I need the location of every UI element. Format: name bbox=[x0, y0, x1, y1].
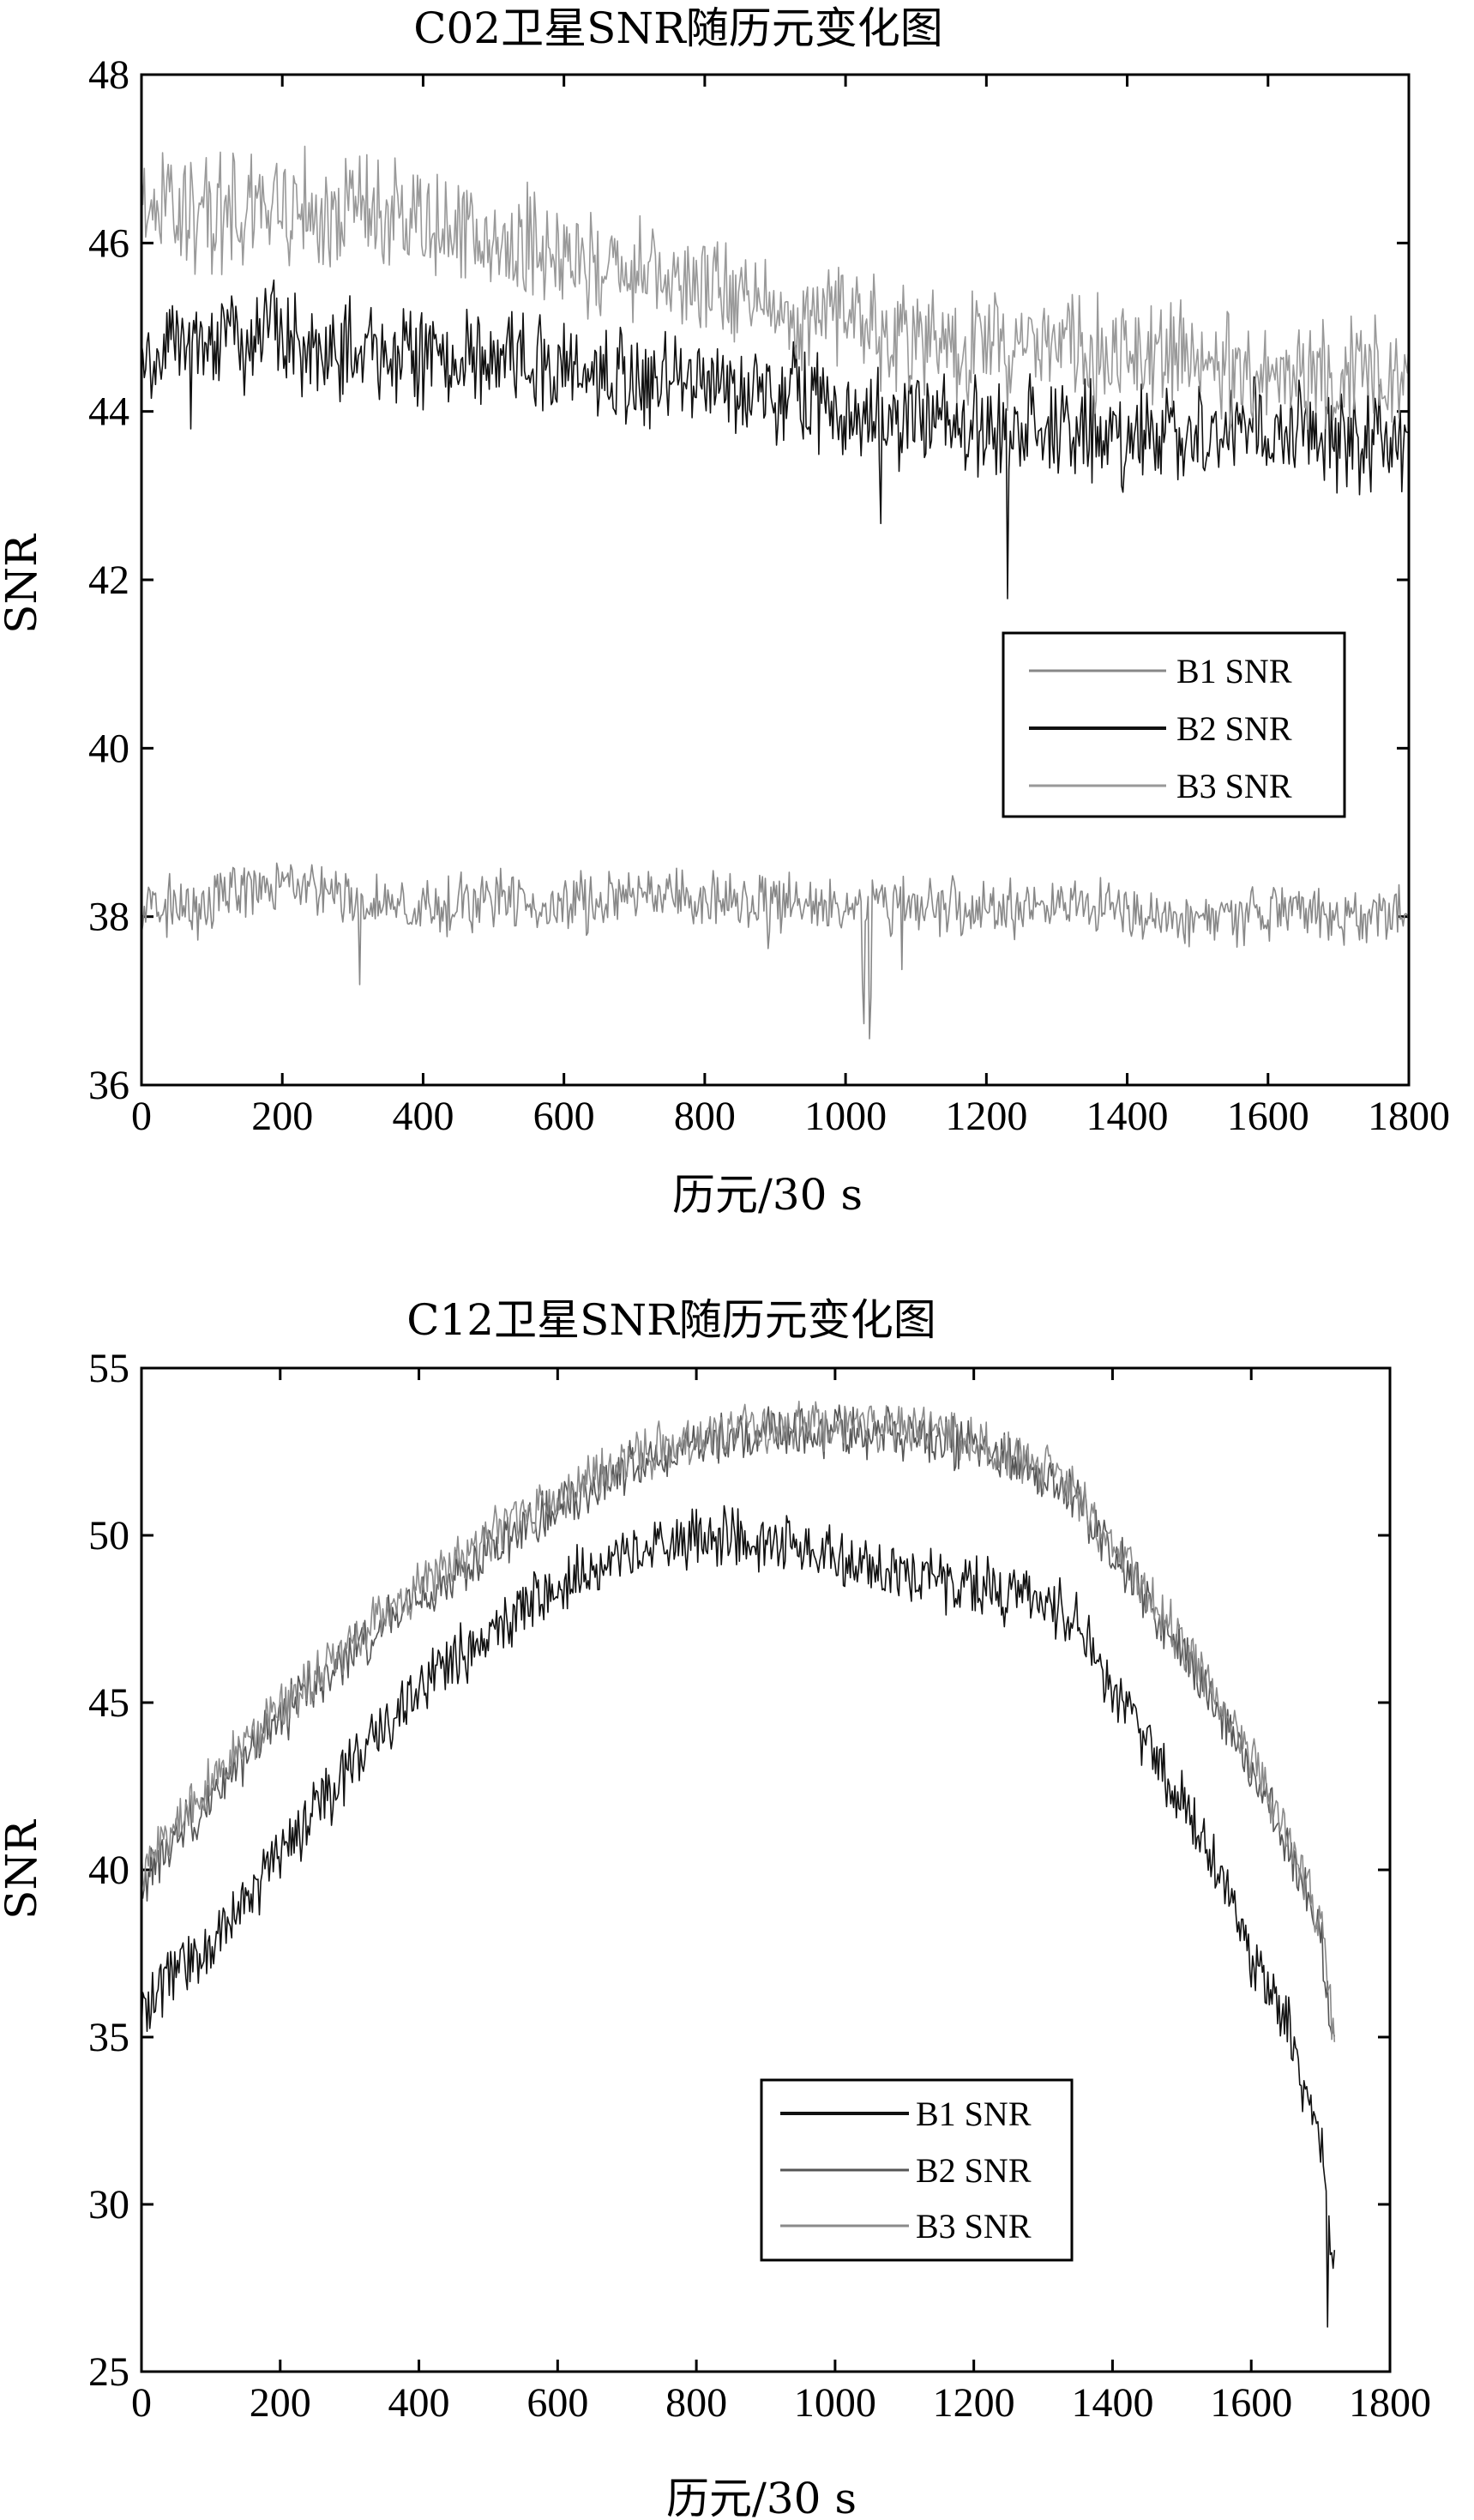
chart-c02-x-tick-label: 400 bbox=[392, 1094, 454, 1139]
chart-c02-y-axis-label: SNR bbox=[0, 534, 46, 634]
chart-c12-x-tick-label: 1200 bbox=[933, 2380, 1015, 2426]
chart-c02-legend: B1 SNR B2 SNR B3 SNR bbox=[1002, 631, 1346, 818]
chart-c12-legend-label-b1: B1 SNR bbox=[916, 2095, 1032, 2133]
chart-c12-x-tick-label: 1800 bbox=[1349, 2380, 1431, 2426]
chart-c12-x-tick-label: 1600 bbox=[1210, 2380, 1292, 2426]
chart-c12-x-tick-label: 0 bbox=[131, 2380, 152, 2426]
chart-c12-y-tick-label: 45 bbox=[88, 1680, 129, 1726]
chart-c12-y-tick-label: 25 bbox=[88, 2349, 129, 2395]
chart-c02-series-b2-snr bbox=[141, 279, 1410, 600]
chart-c12-title: C12卫星SNR随历元变化图 bbox=[406, 1295, 936, 1345]
chart-c12-series-b3-snr bbox=[141, 1401, 1336, 2042]
chart-c12-y-tick-label: 40 bbox=[88, 1848, 129, 1893]
chart-c12: C12卫星SNR随历元变化图 SNR 历元/30 s 0 200 400 600 800… bbox=[0, 1295, 1431, 2520]
chart-c02-y-tick-label: 36 bbox=[88, 1063, 129, 1108]
chart-c02-y-tick-label: 48 bbox=[88, 52, 129, 98]
chart-c12-series-b1-snr bbox=[141, 1504, 1336, 2328]
chart-c02-legend-label-b1: B1 SNR bbox=[1176, 652, 1292, 690]
chart-c02-x-tick-label: 0 bbox=[131, 1094, 152, 1139]
chart-c12-series bbox=[141, 1401, 1336, 2328]
chart-c12-x-tick-label: 400 bbox=[388, 2380, 450, 2426]
chart-c02-legend-label-b3: B3 SNR bbox=[1176, 767, 1292, 805]
chart-c02-legend-label-b2: B2 SNR bbox=[1176, 709, 1292, 748]
chart-c02-plot-frame bbox=[140, 73, 1411, 1087]
chart-c02-series-b3-snr bbox=[141, 145, 1410, 432]
chart-c12-plot-frame bbox=[140, 1366, 1392, 2373]
chart-c12-legend-label-b3: B3 SNR bbox=[916, 2207, 1032, 2246]
chart-c02-y-tick-label: 40 bbox=[88, 726, 129, 771]
chart-c02-x-tick-label: 1400 bbox=[1086, 1094, 1169, 1139]
chart-c02-legend-box bbox=[1002, 631, 1346, 818]
chart-c12-legend-label-b2: B2 SNR bbox=[916, 2151, 1032, 2190]
chart-c12-y-tick-label: 55 bbox=[88, 1346, 129, 1391]
chart-c12-ticks: 0 200 400 600 800 1000 1200 1400 1600 1800 25 30 35 4… bbox=[88, 1346, 1431, 2426]
chart-c02-series-b1-snr bbox=[141, 862, 1410, 1040]
chart-c12-x-tick-label: 800 bbox=[665, 2380, 727, 2426]
chart-c02-y-tick-label: 44 bbox=[88, 389, 129, 435]
chart-c12-x-tick-label: 1400 bbox=[1071, 2380, 1153, 2426]
chart-c12-y-tick-label: 35 bbox=[88, 2015, 129, 2060]
chart-c02-y-tick-label: 42 bbox=[88, 558, 129, 603]
chart-c02-ticks: 0 200 400 600 800 1000 1200 1400 1600 1800 36 38 40 4… bbox=[88, 52, 1450, 1139]
chart-c12-legend: B1 SNR B2 SNR B3 SNR bbox=[760, 2078, 1074, 2262]
chart-c12-x-tick-label: 1000 bbox=[794, 2380, 876, 2426]
chart-c02-x-tick-label: 200 bbox=[251, 1094, 313, 1139]
chart-c02-series bbox=[141, 145, 1410, 1040]
chart-c02-x-tick-label: 1200 bbox=[945, 1094, 1027, 1139]
chart-c02-x-tick-label: 600 bbox=[533, 1094, 595, 1139]
chart-c12-x-axis-label: 历元/30 s bbox=[666, 2474, 857, 2520]
chart-c12-y-tick-label: 30 bbox=[88, 2182, 129, 2228]
chart-c12-x-tick-label: 600 bbox=[526, 2380, 588, 2426]
chart-c12-y-axis-label: SNR bbox=[0, 1819, 46, 1920]
chart-c02: C02卫星SNR随历元变化图 SNR 历元/30 s 0 200 400 600 800… bbox=[0, 3, 1450, 1220]
chart-c12-x-tick-label: 200 bbox=[250, 2380, 311, 2426]
chart-c02-y-tick-label: 46 bbox=[88, 220, 129, 266]
chart-c12-y-tick-label: 50 bbox=[88, 1513, 129, 1558]
chart-c02-title: C02卫星SNR随历元变化图 bbox=[413, 3, 943, 53]
chart-c02-x-tick-label: 1600 bbox=[1227, 1094, 1309, 1139]
chart-c02-x-tick-label: 800 bbox=[674, 1094, 736, 1139]
chart-c02-x-tick-label: 1800 bbox=[1368, 1094, 1450, 1139]
chart-c02-x-tick-label: 1000 bbox=[804, 1094, 887, 1139]
chart-c02-x-axis-label: 历元/30 s bbox=[672, 1170, 863, 1220]
chart-c02-y-tick-label: 38 bbox=[88, 895, 129, 940]
